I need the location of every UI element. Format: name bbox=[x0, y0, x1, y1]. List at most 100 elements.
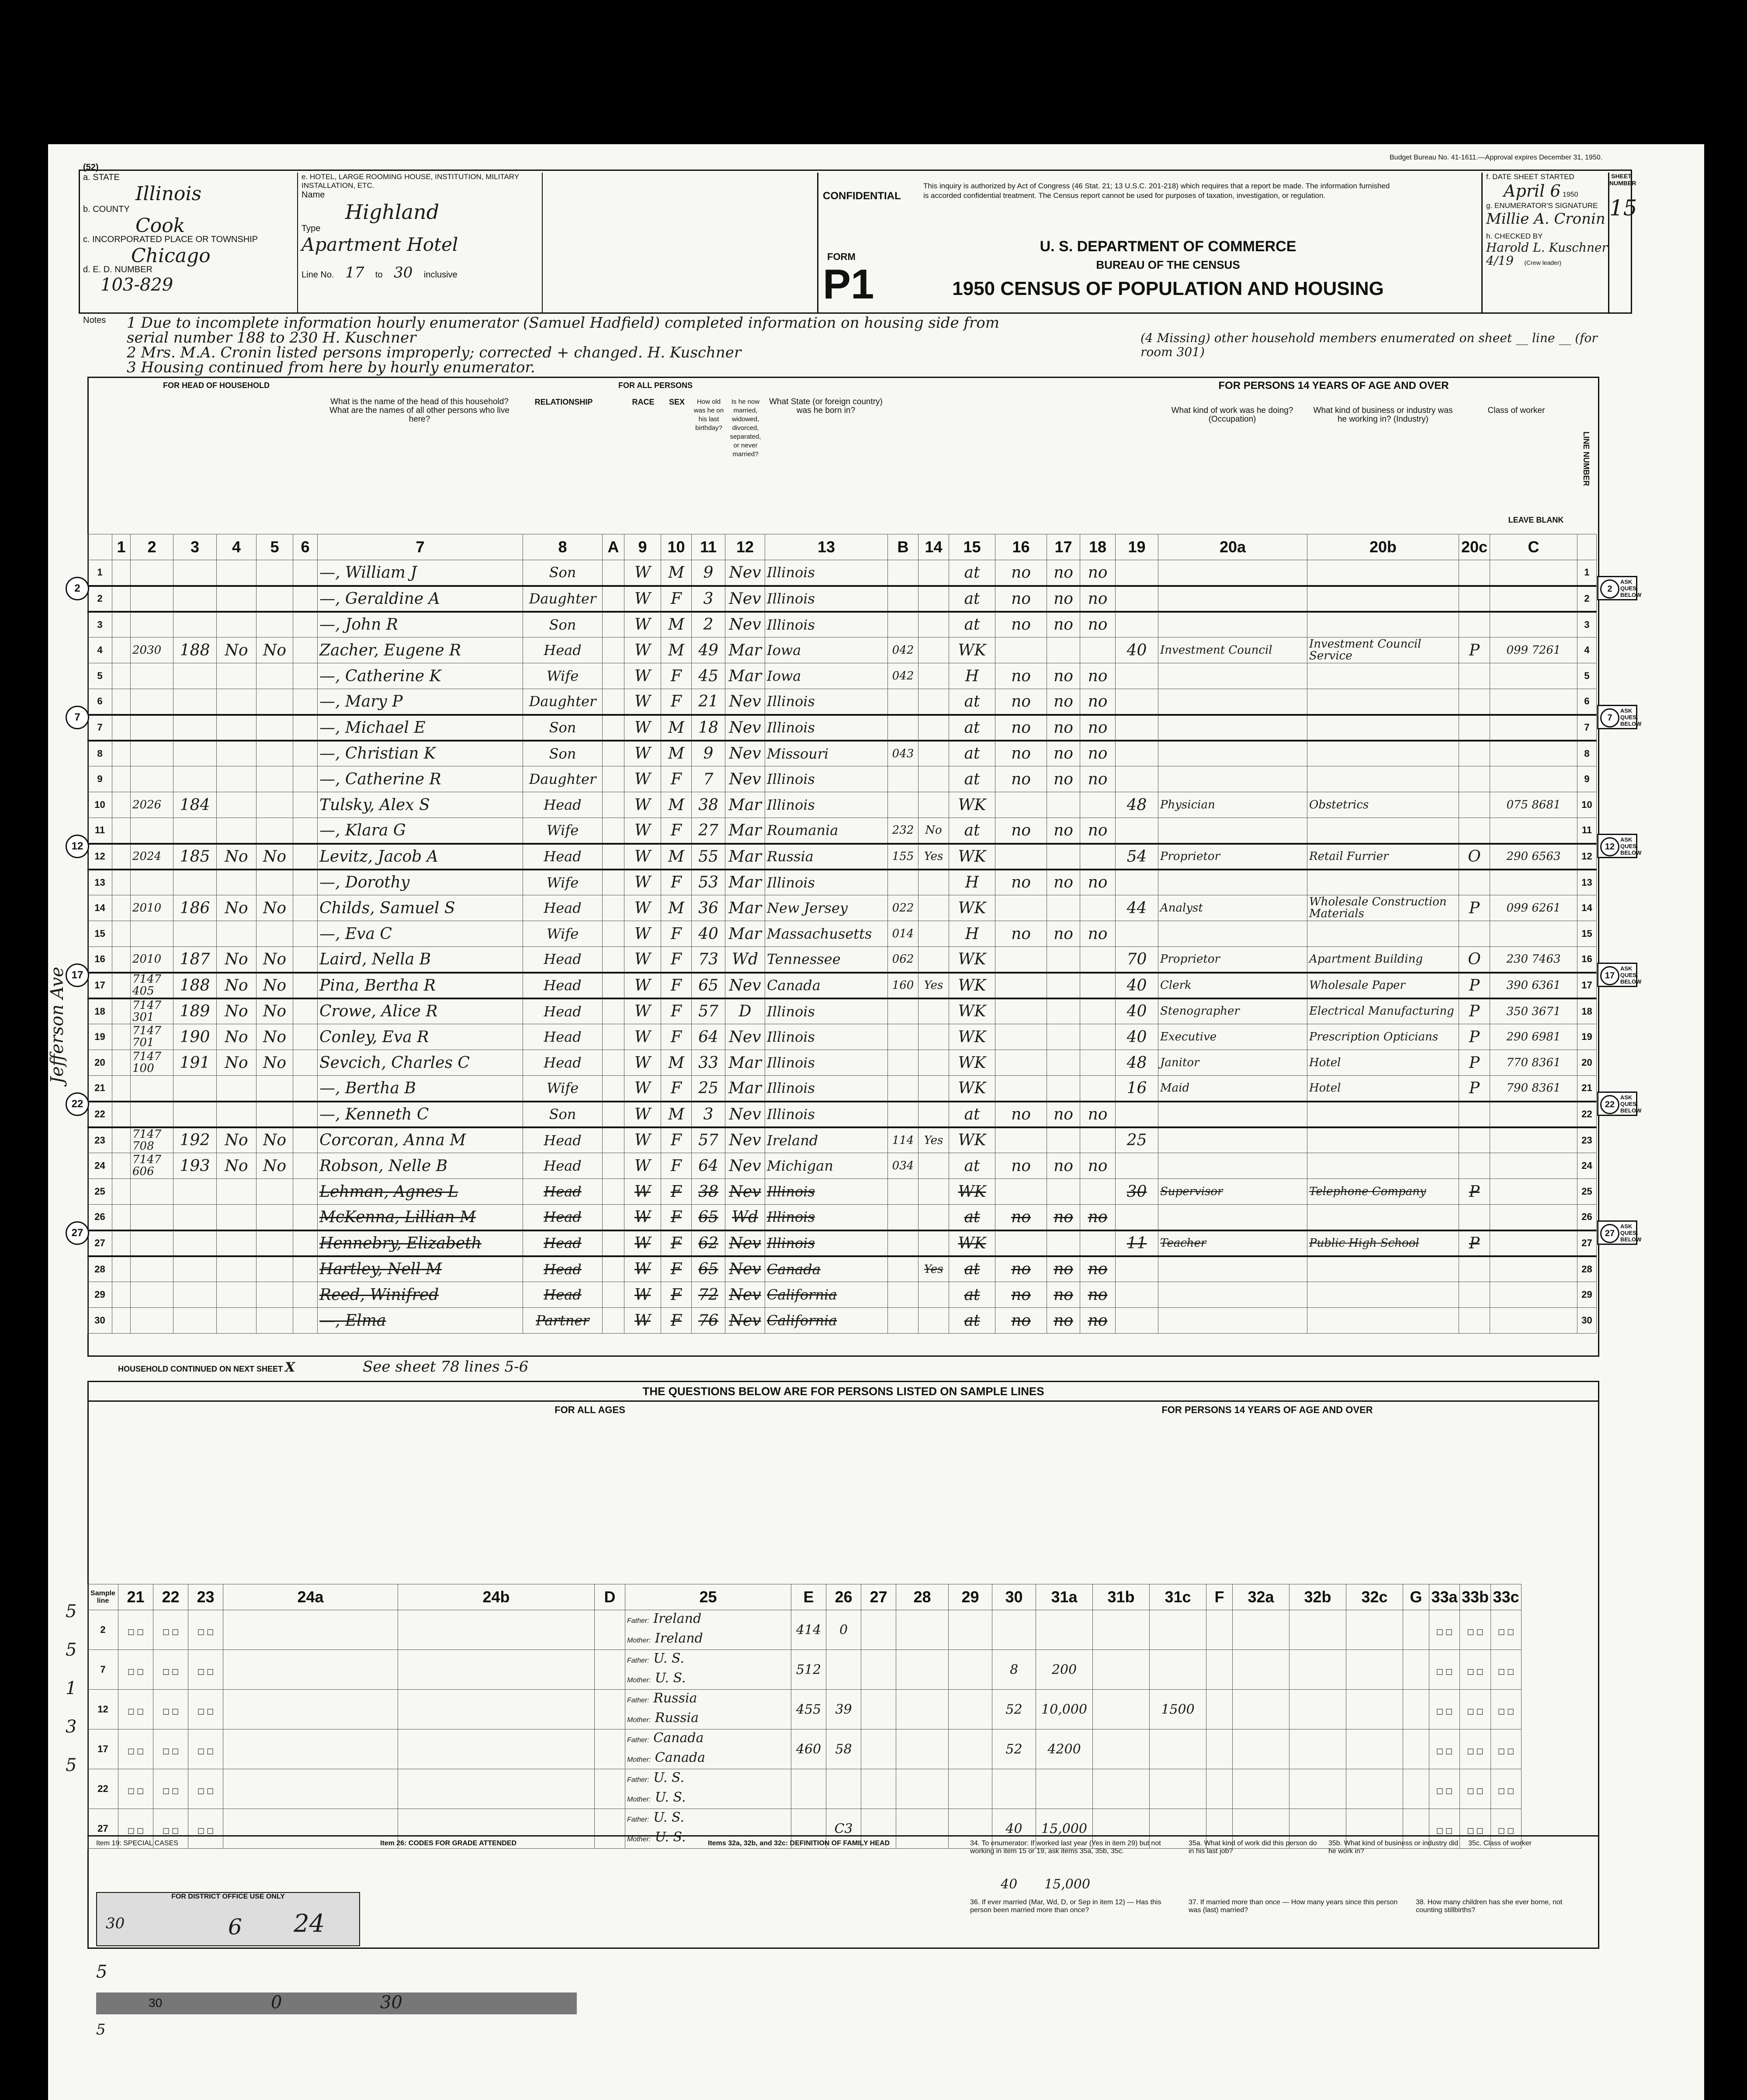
column-number: 8 bbox=[523, 534, 603, 560]
sample-c31b bbox=[1092, 1809, 1150, 1849]
yes-no-checkbox[interactable]: ☐ ☐ bbox=[153, 1689, 188, 1729]
empty-cell bbox=[293, 792, 318, 818]
cell-ind: Wholesale Construction Materials bbox=[1307, 895, 1459, 921]
yes-no-checkbox[interactable]: ☐ ☐ bbox=[118, 1809, 153, 1849]
geo-fields: a. STATE Illinois b. COUNTY Cook c. INCO… bbox=[83, 173, 293, 295]
cell-sex: M bbox=[661, 740, 692, 766]
cell-house bbox=[130, 740, 173, 766]
yes-no-checkbox[interactable]: ☐ ☐ bbox=[1490, 1689, 1522, 1729]
year-value: 1950 bbox=[1562, 191, 1578, 198]
cell-c16 bbox=[995, 1024, 1047, 1050]
yes-no-checkbox[interactable]: ☐ ☐ bbox=[1429, 1769, 1460, 1809]
household-continued-checkbox[interactable]: X bbox=[285, 1360, 295, 1375]
surname: — bbox=[319, 873, 335, 892]
cell-occ bbox=[1158, 921, 1307, 947]
table-row: 17 7147 405 188 No No Pina, Bertha R Head W F 65 N… bbox=[87, 972, 1597, 999]
empty-cell bbox=[223, 1689, 398, 1729]
yes-no-checkbox[interactable]: ☐ ☐ bbox=[1459, 1689, 1491, 1729]
yes-no-checkbox[interactable]: ☐ ☐ bbox=[188, 1689, 223, 1729]
yes-no-checkbox[interactable]: ☐ ☐ bbox=[188, 1809, 223, 1849]
head-of-household-header: FOR HEAD OF HOUSEHOLD bbox=[163, 381, 270, 390]
sample-persons-14-header: FOR PERSONS 14 YEARS OF AGE AND OVER bbox=[1161, 1404, 1373, 1415]
yes-no-checkbox[interactable]: ☐ ☐ bbox=[153, 1729, 188, 1769]
yes-no-checkbox[interactable]: ☐ ☐ bbox=[1429, 1689, 1460, 1729]
yes-no-checkbox[interactable]: ☐ ☐ bbox=[1490, 1650, 1522, 1690]
cell-house bbox=[130, 1230, 173, 1257]
cell-c18: no bbox=[1080, 663, 1116, 689]
cell-cls: P bbox=[1459, 1075, 1490, 1102]
yes-no-checkbox[interactable]: ☐ ☐ bbox=[1429, 1610, 1460, 1650]
cell-c16: no bbox=[995, 921, 1047, 947]
cell-cls: P bbox=[1459, 1024, 1490, 1050]
line-number: 20 bbox=[1577, 1050, 1597, 1076]
yes-no-checkbox[interactable]: ☐ ☐ bbox=[1459, 1769, 1491, 1809]
cell-sex: F bbox=[661, 1127, 692, 1153]
yes-no-checkbox[interactable]: ☐ ☐ bbox=[1490, 1769, 1522, 1809]
yes-no-checkbox[interactable]: ☐ ☐ bbox=[118, 1610, 153, 1650]
yes-no-checkbox[interactable]: ☐ ☐ bbox=[118, 1689, 153, 1729]
cell-farm: No bbox=[216, 998, 257, 1024]
yes-no-checkbox[interactable]: ☐ ☐ bbox=[118, 1650, 153, 1690]
yes-no-checkbox[interactable]: ☐ ☐ bbox=[118, 1729, 153, 1769]
yes-no-checkbox[interactable]: ☐ ☐ bbox=[1459, 1809, 1491, 1849]
yes-no-checkbox[interactable]: ☐ ☐ bbox=[188, 1610, 223, 1650]
cell-race: W bbox=[624, 714, 661, 742]
yes-no-checkbox[interactable]: ☐ ☐ bbox=[1429, 1809, 1460, 1849]
ask-label: ASK QUES. BELOW bbox=[1620, 707, 1642, 727]
yes-no-checkbox[interactable]: ☐ ☐ bbox=[153, 1809, 188, 1849]
cell-hours bbox=[1115, 740, 1158, 766]
sample-column-number: 22 bbox=[153, 1584, 188, 1610]
cell-c17 bbox=[1047, 998, 1080, 1024]
empty-cell bbox=[112, 869, 131, 895]
cell-code: 790 8361 bbox=[1490, 1075, 1577, 1102]
given-name: Bertha R bbox=[364, 976, 436, 995]
cell-occ: Investment Council bbox=[1158, 637, 1307, 663]
cell-occ: Stenographer bbox=[1158, 998, 1307, 1024]
cell-age: 7 bbox=[691, 766, 725, 792]
yes-no-checkbox[interactable]: ☐ ☐ bbox=[188, 1650, 223, 1690]
yes-no-checkbox[interactable]: ☐ ☐ bbox=[1490, 1809, 1522, 1849]
cell-occ bbox=[1158, 869, 1307, 895]
line-number: 7 bbox=[1577, 714, 1597, 742]
yes-no-checkbox[interactable]: ☐ ☐ bbox=[1490, 1610, 1522, 1650]
yes-no-checkbox[interactable]: ☐ ☐ bbox=[118, 1769, 153, 1809]
yes-no-checkbox[interactable]: ☐ ☐ bbox=[153, 1610, 188, 1650]
empty-cell bbox=[1289, 1650, 1346, 1690]
table-row: 4 2030 188 No No Zacher, Eugene R Head W M 49 Mar I… bbox=[87, 637, 1597, 663]
person-name: —, Kenneth C bbox=[317, 1101, 523, 1128]
cell-cls bbox=[1459, 560, 1490, 587]
cell-c18: no bbox=[1080, 714, 1116, 742]
sample-c31b bbox=[1092, 1769, 1150, 1809]
cell-b bbox=[887, 1024, 919, 1050]
sample-c31a: 10,000 bbox=[1036, 1689, 1093, 1729]
yes-no-checkbox[interactable]: ☐ ☐ bbox=[153, 1769, 188, 1809]
yes-no-checkbox[interactable]: ☐ ☐ bbox=[1490, 1729, 1522, 1769]
surname: — bbox=[319, 589, 335, 608]
father-label: Father: bbox=[627, 1816, 649, 1823]
cell-act: H bbox=[949, 921, 995, 947]
yes-no-checkbox[interactable]: ☐ ☐ bbox=[188, 1729, 223, 1769]
sample-e: 455 bbox=[791, 1689, 826, 1729]
empty-cell bbox=[293, 1307, 318, 1334]
yes-no-checkbox[interactable]: ☐ ☐ bbox=[153, 1650, 188, 1690]
yes-no-checkbox[interactable]: ☐ ☐ bbox=[1429, 1650, 1460, 1690]
confidential-label: CONFIDENTIAL bbox=[823, 190, 901, 202]
cell-nat: Yes bbox=[918, 1256, 949, 1282]
yes-no-checkbox[interactable]: ☐ ☐ bbox=[188, 1769, 223, 1809]
empty-cell bbox=[602, 1282, 624, 1308]
yes-no-checkbox[interactable]: ☐ ☐ bbox=[1459, 1729, 1491, 1769]
question-35a: 35a. What kind of work did this person d… bbox=[1189, 1840, 1317, 1855]
cell-rel: Head bbox=[523, 1230, 603, 1257]
yes-no-checkbox[interactable]: ☐ ☐ bbox=[1459, 1610, 1491, 1650]
cell-birth: Illinois bbox=[765, 611, 888, 638]
cell-code: 350 3671 bbox=[1490, 998, 1577, 1024]
sample-c29 bbox=[948, 1729, 992, 1769]
yes-no-checkbox[interactable]: ☐ ☐ bbox=[1459, 1650, 1491, 1690]
empty-cell bbox=[398, 1650, 595, 1690]
yes-no-checkbox[interactable]: ☐ ☐ bbox=[1429, 1729, 1460, 1769]
person-name: Corcoran, Anna M bbox=[317, 1127, 523, 1153]
cell-nat bbox=[918, 869, 949, 895]
cell-sex: F bbox=[661, 1178, 692, 1205]
sample-c31a bbox=[1036, 1610, 1093, 1650]
